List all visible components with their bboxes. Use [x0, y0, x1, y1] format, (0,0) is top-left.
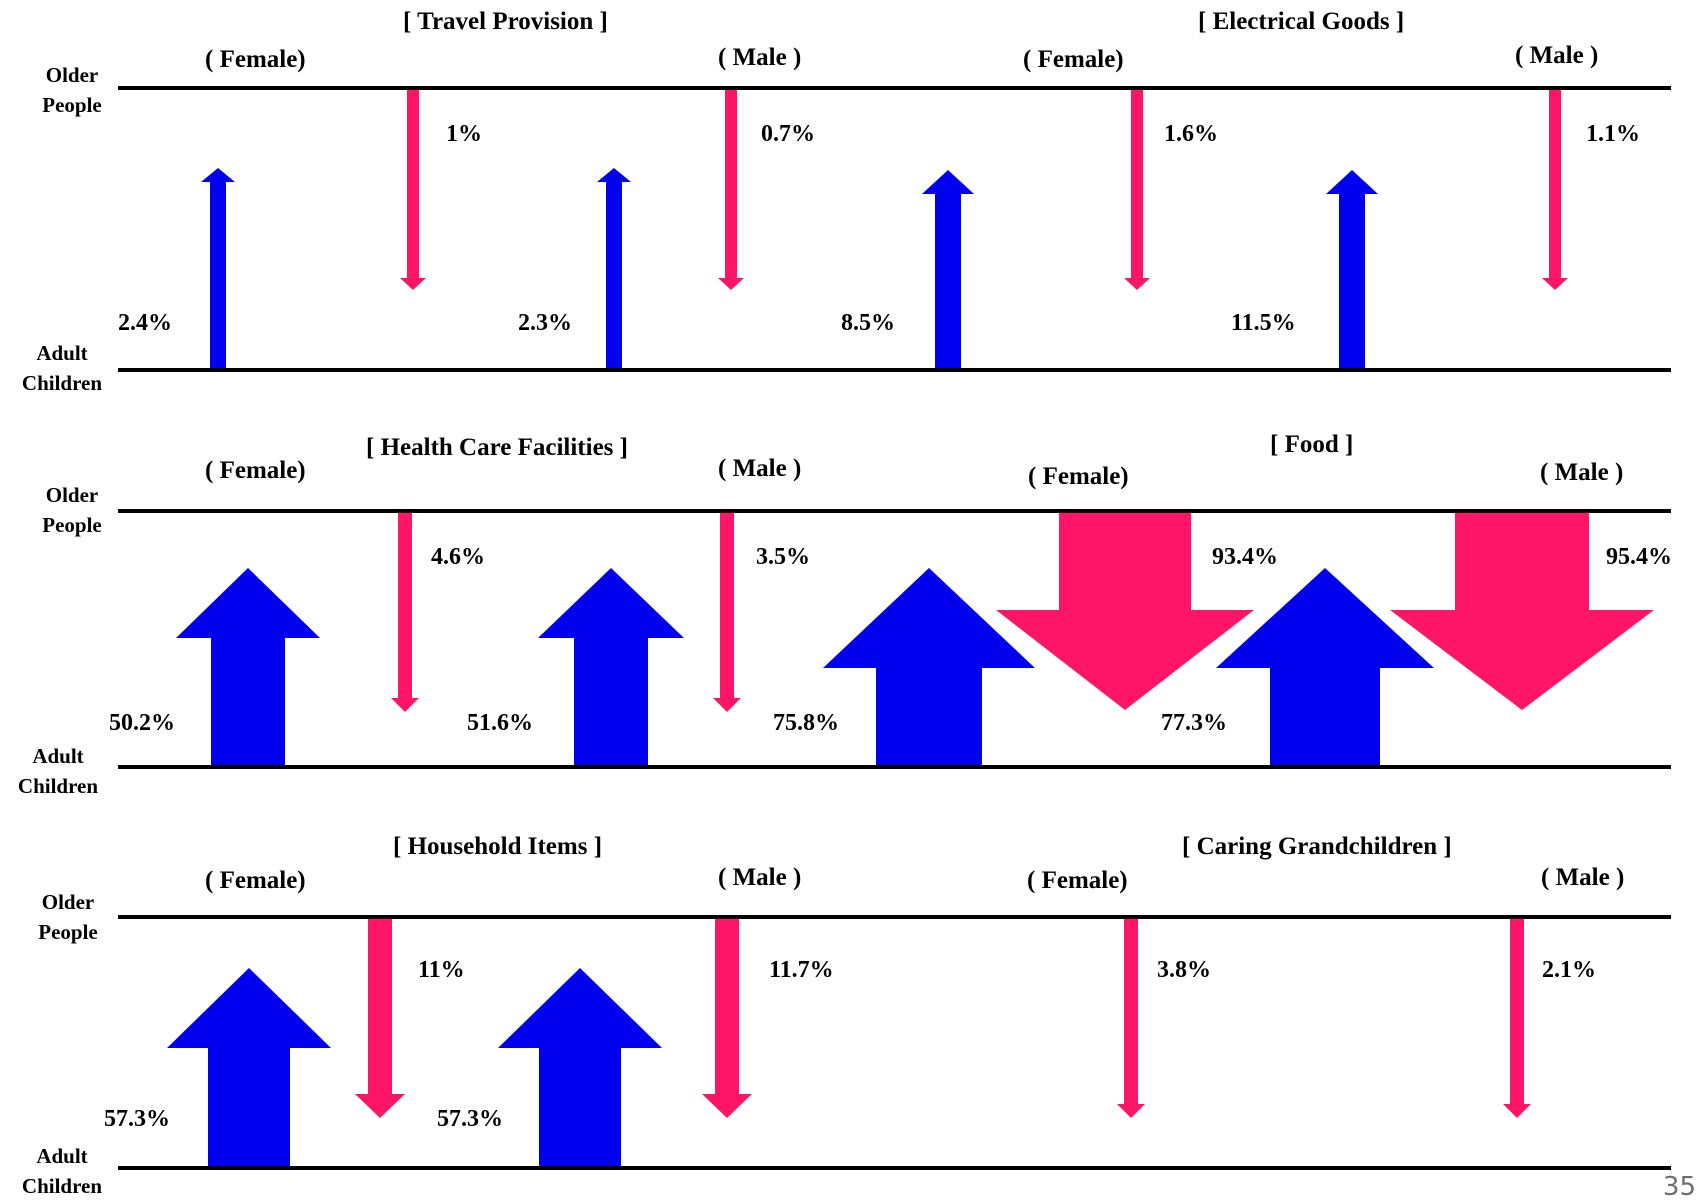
to-children-arrow: [1542, 90, 1568, 290]
to-older-arrow: [201, 168, 235, 368]
to-children-arrow: [1390, 513, 1654, 710]
panel-title: [ Health Care Facilities ]: [366, 434, 628, 461]
female-to-children-value: 93.4%: [1212, 544, 1278, 570]
male-label: ( Male ): [718, 455, 802, 482]
panel-title: [ Electrical Goods ]: [1198, 8, 1405, 35]
older-people-label: Older People: [42, 483, 102, 537]
male-to-older-value: 2.3%: [518, 310, 572, 336]
page-number: 35: [1662, 1172, 1696, 1202]
to-children-arrow: [400, 90, 426, 290]
male-to-children-value: 11.7%: [769, 957, 834, 983]
female-to-children-value: 11%: [418, 957, 465, 983]
female-to-children-value: 1.6%: [1164, 121, 1218, 147]
female-to-children-value: 1%: [446, 121, 482, 147]
female-to-children-value: 3.8%: [1157, 957, 1211, 983]
to-children-arrow: [1124, 90, 1150, 290]
male-to-children-value: 1.1%: [1586, 121, 1640, 147]
panel-title: [ Caring Grandchildren ]: [1182, 833, 1452, 860]
male-label: ( Male ): [718, 864, 802, 891]
female-to-older-value: 57.3%: [104, 1106, 170, 1132]
panel-title: [ Food ]: [1270, 431, 1354, 458]
male-to-older-value: 11.5%: [1231, 310, 1296, 336]
to-older-arrow: [538, 568, 684, 765]
female-to-older-value: 2.4%: [118, 310, 172, 336]
female-label: ( Female): [205, 46, 306, 73]
to-older-arrow: [1326, 170, 1378, 368]
male-to-older-value: 57.3%: [437, 1106, 503, 1132]
male-to-children-value: 0.7%: [761, 121, 815, 147]
adult-children-label: Adult Children: [21, 341, 103, 395]
older-people-label: Older People: [38, 890, 98, 944]
male-to-older-value: 51.6%: [467, 710, 533, 736]
to-children-arrow: [996, 513, 1254, 710]
male-label: ( Male ): [1540, 459, 1624, 486]
female-to-older-value: 75.8%: [773, 710, 839, 736]
to-children-arrow: [713, 513, 741, 712]
adult-children-label: Adult Children: [17, 744, 99, 798]
female-to-older-value: 8.5%: [841, 310, 895, 336]
to-children-arrow: [702, 919, 752, 1118]
to-older-arrow: [176, 568, 320, 765]
male-to-children-value: 3.5%: [756, 544, 810, 570]
to-older-arrow: [498, 968, 662, 1166]
male-label: ( Male ): [1515, 42, 1599, 69]
female-label: ( Female): [1027, 867, 1128, 894]
to-older-arrow: [922, 170, 974, 368]
male-to-children-value: 2.1%: [1542, 957, 1596, 983]
to-older-arrow: [167, 968, 331, 1166]
to-children-arrow: [1503, 919, 1531, 1118]
to-older-arrow: [1216, 568, 1434, 765]
to-children-arrow: [355, 919, 405, 1118]
female-to-children-value: 4.6%: [431, 544, 485, 570]
male-to-older-value: 77.3%: [1161, 710, 1227, 736]
female-label: ( Female): [1023, 46, 1124, 73]
female-label: ( Female): [205, 457, 306, 484]
male-label: ( Male ): [718, 44, 802, 71]
female-to-older-value: 50.2%: [109, 710, 175, 736]
male-to-children-value: 95.4%: [1606, 544, 1672, 570]
older-people-label: Older People: [42, 63, 102, 117]
to-children-arrow: [718, 90, 744, 290]
to-children-arrow: [391, 513, 419, 712]
male-label: ( Male ): [1541, 864, 1625, 891]
adult-children-label: Adult Children: [21, 1144, 103, 1198]
to-children-arrow: [1117, 919, 1145, 1118]
to-older-arrow: [823, 568, 1035, 765]
to-older-arrow: [597, 168, 631, 368]
female-label: ( Female): [1028, 463, 1129, 490]
female-label: ( Female): [205, 867, 306, 894]
panel-title: [ Household Items ]: [393, 833, 603, 860]
panel-title: [ Travel Provision ]: [403, 8, 608, 35]
